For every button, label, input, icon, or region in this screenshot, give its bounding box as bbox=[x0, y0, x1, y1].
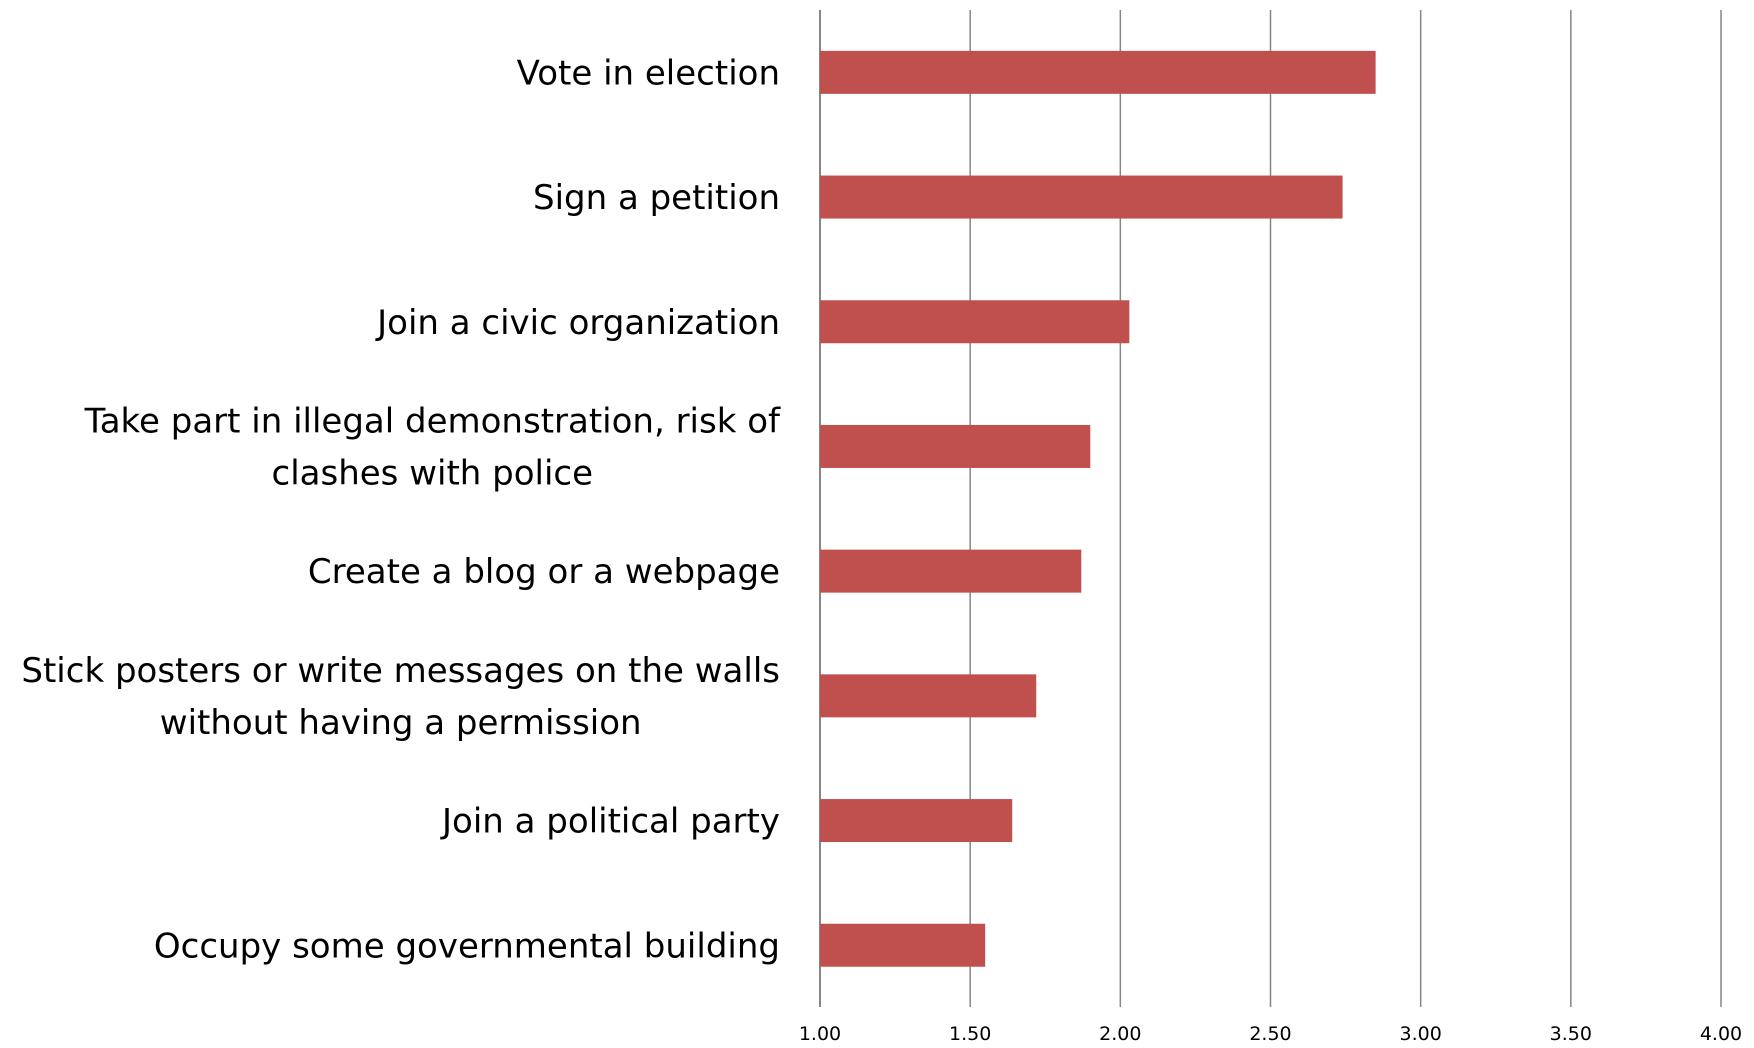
category-label: Create a blog or a webpage bbox=[308, 552, 780, 592]
category-label: Occupy some governmental building bbox=[154, 926, 780, 966]
gridlines bbox=[819, 10, 1722, 1007]
x-axis-tick-labels: 1.00 1.50 2.00 2.50 3.00 3.50 4.00 bbox=[799, 1023, 1742, 1045]
x-tick-label: 2.50 bbox=[1249, 1023, 1291, 1045]
bar bbox=[820, 549, 1082, 593]
bar bbox=[820, 799, 1013, 843]
category-label-line: without having a permission bbox=[160, 703, 642, 743]
category-label: Take part in illegal demonstration, risk… bbox=[84, 401, 781, 493]
x-tick-label: 2.00 bbox=[1099, 1023, 1141, 1045]
bar bbox=[820, 175, 1343, 219]
bar bbox=[820, 300, 1130, 344]
category-label: Sign a petition bbox=[533, 178, 780, 218]
x-tick-label: 4.00 bbox=[1700, 1023, 1742, 1045]
category-label-line: Stick posters or write messages on the w… bbox=[21, 651, 780, 691]
category-label: Join a political party bbox=[440, 802, 780, 842]
bar bbox=[820, 50, 1376, 94]
category-labels: Vote in election Sign a petition Join a ci… bbox=[21, 53, 781, 966]
category-label: Vote in election bbox=[517, 53, 780, 93]
bar bbox=[820, 424, 1091, 468]
bar bbox=[820, 923, 986, 967]
category-label: Join a civic organization bbox=[375, 303, 780, 343]
bars bbox=[820, 50, 1376, 967]
x-tick-label: 3.50 bbox=[1550, 1023, 1592, 1045]
category-label-line: clashes with police bbox=[272, 453, 594, 493]
bar bbox=[820, 674, 1037, 718]
x-tick-label: 3.00 bbox=[1400, 1023, 1442, 1045]
category-label-line: Take part in illegal demonstration, risk… bbox=[84, 401, 781, 441]
category-label: Stick posters or write messages on the w… bbox=[21, 651, 780, 743]
x-tick-label: 1.00 bbox=[799, 1023, 841, 1045]
x-tick-label: 1.50 bbox=[949, 1023, 991, 1045]
